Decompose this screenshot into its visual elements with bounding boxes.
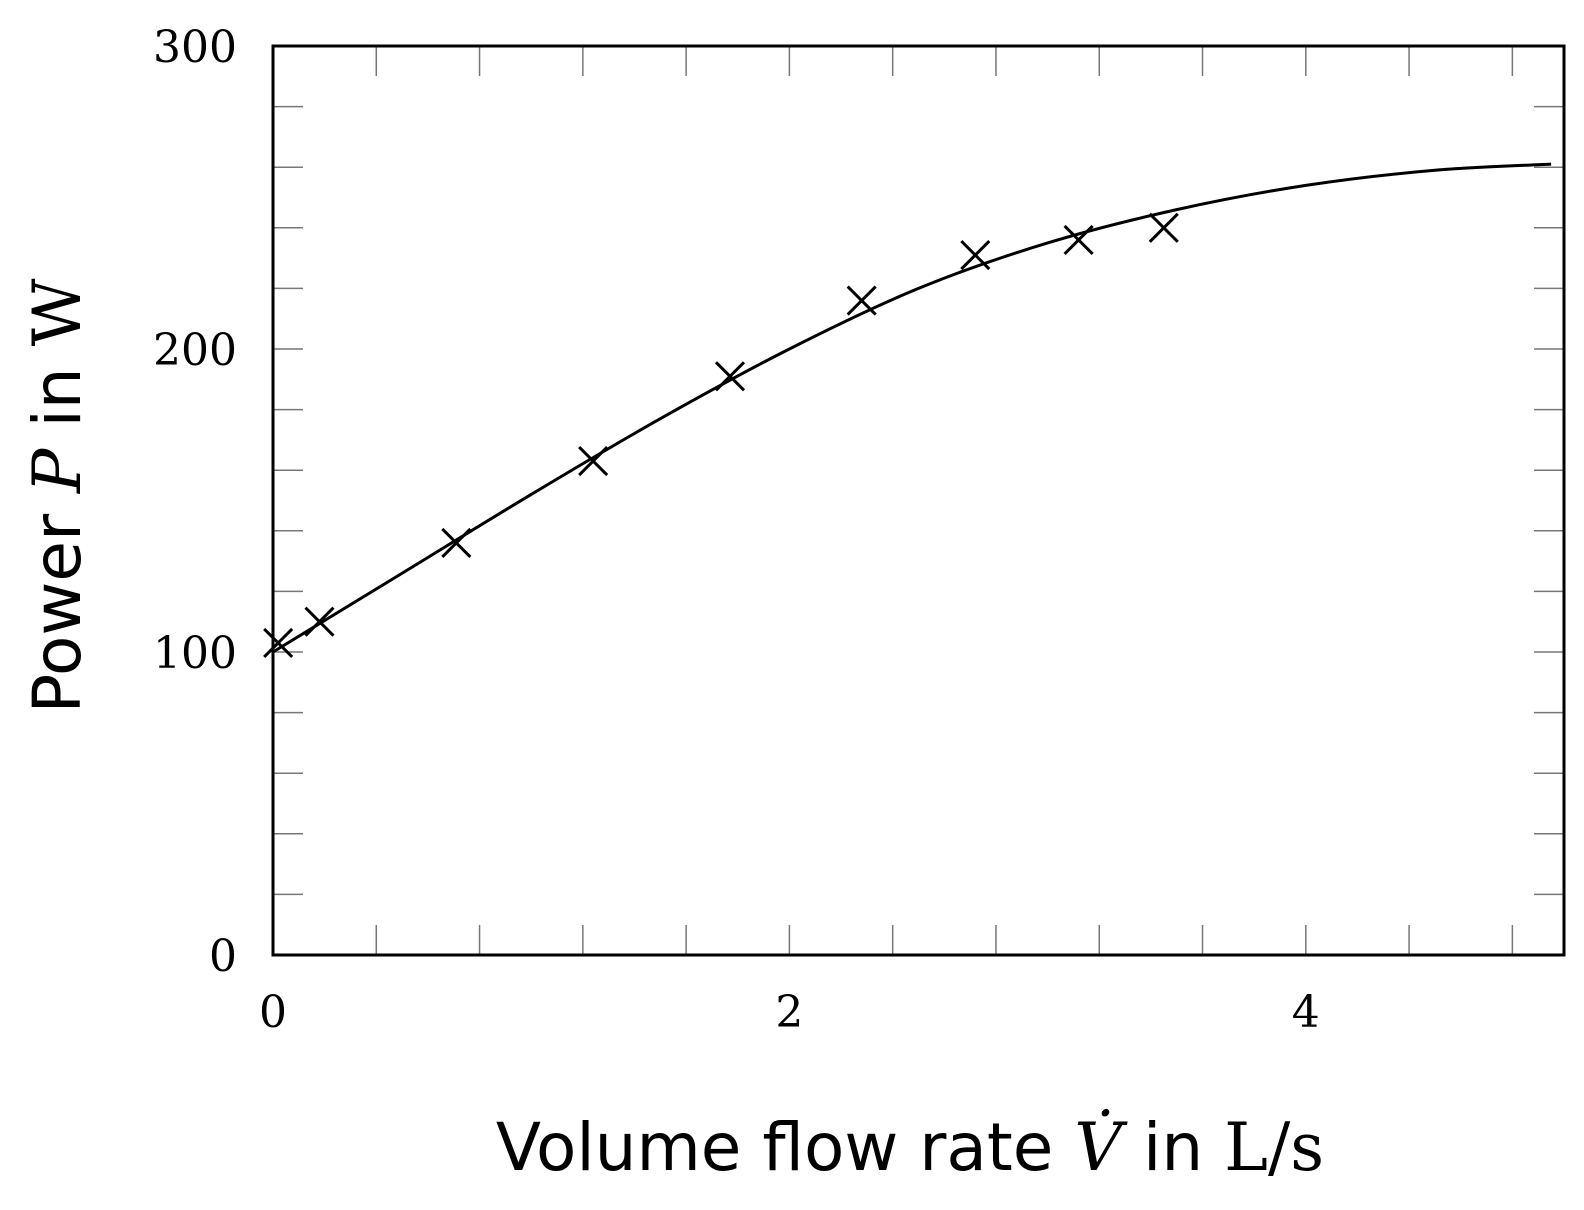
plot-frame	[271, 44, 1566, 957]
y-axis-label: Power P in W	[19, 278, 96, 713]
y-tick-label: 0	[209, 931, 237, 982]
x-tick-label: 0	[259, 987, 287, 1038]
tick-labels-layer: 0 2 4 0 100 200 300	[153, 22, 1320, 1038]
y-tick-label: 100	[153, 628, 237, 679]
fit-curve	[272, 162, 1552, 654]
data-point-marker	[1148, 212, 1179, 243]
data-point-marker	[960, 240, 991, 271]
ticks-layer	[273, 46, 1564, 955]
x-axis-label: Volume flow rate V̇ in L/s	[496, 1109, 1324, 1186]
plot-layer	[263, 162, 1552, 658]
x-tick-label: 2	[775, 987, 803, 1038]
data-point-marker	[263, 627, 294, 658]
data-point-marker	[304, 606, 335, 637]
y-tick-label: 200	[153, 325, 237, 376]
x-tick-label: 4	[1292, 987, 1320, 1038]
y-tick-label: 300	[153, 22, 237, 73]
